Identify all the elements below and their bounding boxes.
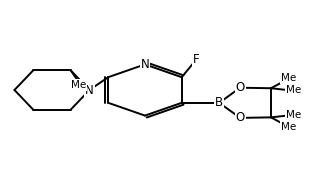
- Text: B: B: [215, 96, 223, 109]
- Text: N: N: [141, 58, 149, 71]
- Text: N: N: [85, 84, 94, 96]
- Text: Me: Me: [286, 110, 301, 120]
- Text: F: F: [193, 53, 200, 66]
- Text: O: O: [235, 111, 245, 124]
- Text: O: O: [235, 81, 245, 94]
- Text: Me: Me: [281, 122, 296, 132]
- Text: Me: Me: [286, 85, 301, 95]
- Text: Me: Me: [71, 80, 87, 90]
- Text: Me: Me: [281, 73, 296, 83]
